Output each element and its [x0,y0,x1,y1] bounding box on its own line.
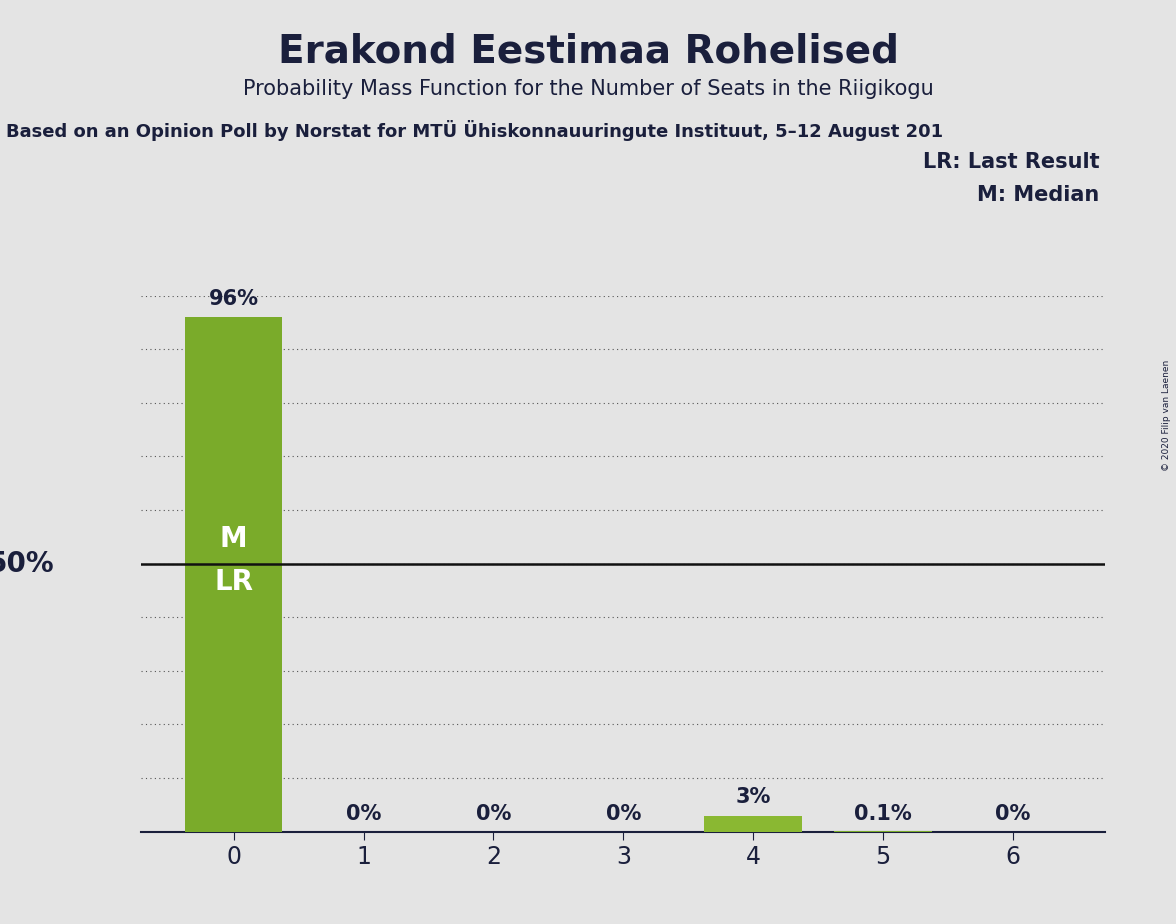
Text: 3%: 3% [735,787,770,808]
Text: 0%: 0% [606,804,641,823]
Bar [704,816,802,832]
Text: 96%: 96% [208,289,259,310]
Text: 0%: 0% [476,804,512,823]
Text: M: M [220,525,247,553]
Text: LR: LR [214,567,253,596]
Text: Based on an Opinion Poll by Norstat for MTÜ Ühiskonnauuringute Instituut, 5–12 A: Based on an Opinion Poll by Norstat for … [6,120,943,141]
Text: © 2020 Filip van Laenen: © 2020 Filip van Laenen [1162,360,1171,471]
Text: 0%: 0% [346,804,381,823]
Text: 0.1%: 0.1% [854,804,911,823]
Text: LR: Last Result: LR: Last Result [923,152,1100,173]
Text: 50%: 50% [0,550,54,578]
Text: 0%: 0% [995,804,1030,823]
Text: Erakond Eestimaa Rohelised: Erakond Eestimaa Rohelised [278,32,898,70]
Bar [185,317,282,832]
Text: M: Median: M: Median [977,185,1100,205]
Text: Probability Mass Function for the Number of Seats in the Riigikogu: Probability Mass Function for the Number… [242,79,934,99]
